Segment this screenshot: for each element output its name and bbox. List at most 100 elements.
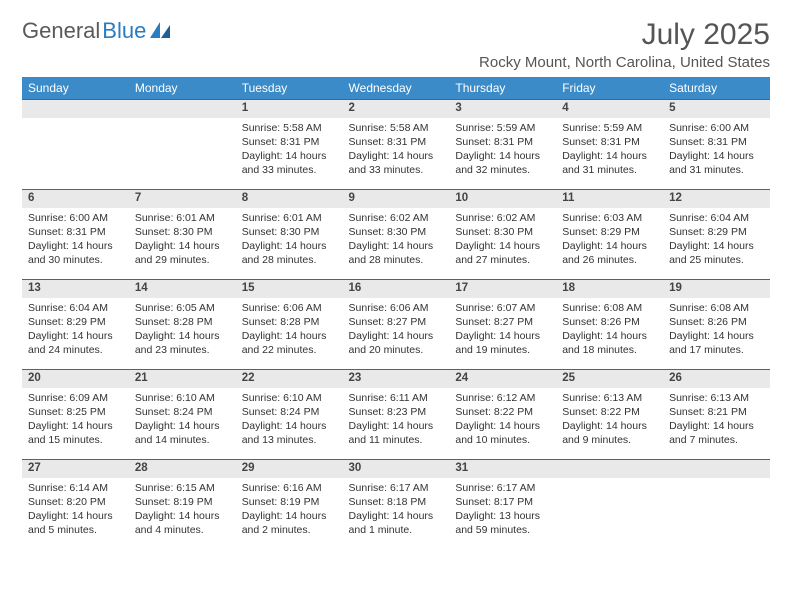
day-content-cell [129,118,236,190]
sunset-text: Sunset: 8:29 PM [28,315,123,329]
sunrise-text: Sunrise: 5:58 AM [242,121,337,135]
daylight-text-2: and 28 minutes. [349,253,444,267]
weekday-header: Sunday [22,77,129,100]
daylight-text-1: Daylight: 14 hours [669,329,764,343]
sunrise-text: Sunrise: 6:15 AM [135,481,230,495]
day-content-cell: Sunrise: 6:00 AMSunset: 8:31 PMDaylight:… [22,208,129,280]
daylight-text-2: and 10 minutes. [455,433,550,447]
daylight-text-1: Daylight: 14 hours [135,419,230,433]
sunrise-text: Sunrise: 6:07 AM [455,301,550,315]
day-content-cell [663,478,770,550]
daylight-text-1: Daylight: 14 hours [349,419,444,433]
sunrise-text: Sunrise: 6:10 AM [135,391,230,405]
daylight-text-2: and 29 minutes. [135,253,230,267]
calendar-body: 12345Sunrise: 5:58 AMSunset: 8:31 PMDayl… [22,100,770,550]
day-content-cell: Sunrise: 6:17 AMSunset: 8:18 PMDaylight:… [343,478,450,550]
day-number-cell: 12 [663,190,770,208]
logo-sail-icon [150,22,172,40]
sunset-text: Sunset: 8:29 PM [562,225,657,239]
sunset-text: Sunset: 8:30 PM [455,225,550,239]
daylight-text-1: Daylight: 14 hours [669,419,764,433]
sunrise-text: Sunrise: 6:14 AM [28,481,123,495]
sunrise-text: Sunrise: 5:59 AM [562,121,657,135]
daylight-text-2: and 19 minutes. [455,343,550,357]
sunrise-text: Sunrise: 6:00 AM [669,121,764,135]
daylight-text-1: Daylight: 14 hours [669,239,764,253]
day-content-cell: Sunrise: 6:13 AMSunset: 8:22 PMDaylight:… [556,388,663,460]
daylight-text-2: and 15 minutes. [28,433,123,447]
day-number-cell: 9 [343,190,450,208]
daylight-text-1: Daylight: 14 hours [562,239,657,253]
daylight-text-2: and 2 minutes. [242,523,337,537]
sunrise-text: Sunrise: 6:04 AM [28,301,123,315]
day-content-cell: Sunrise: 6:06 AMSunset: 8:27 PMDaylight:… [343,298,450,370]
day-number-cell: 17 [449,280,556,298]
day-content-cell: Sunrise: 6:02 AMSunset: 8:30 PMDaylight:… [449,208,556,280]
weekday-header: Thursday [449,77,556,100]
daylight-text-1: Daylight: 14 hours [28,419,123,433]
day-content-cell: Sunrise: 6:15 AMSunset: 8:19 PMDaylight:… [129,478,236,550]
sunset-text: Sunset: 8:31 PM [349,135,444,149]
day-number-cell: 7 [129,190,236,208]
sunrise-text: Sunrise: 6:06 AM [349,301,444,315]
day-content-cell: Sunrise: 6:05 AMSunset: 8:28 PMDaylight:… [129,298,236,370]
daylight-text-2: and 59 minutes. [455,523,550,537]
sunset-text: Sunset: 8:31 PM [455,135,550,149]
sunrise-text: Sunrise: 6:13 AM [669,391,764,405]
day-number-cell: 14 [129,280,236,298]
header: GeneralBlue July 2025 Rocky Mount, North… [22,18,770,71]
sunrise-text: Sunrise: 5:59 AM [455,121,550,135]
day-content-cell: Sunrise: 6:02 AMSunset: 8:30 PMDaylight:… [343,208,450,280]
brand-part1: General [22,18,100,44]
daylight-text-1: Daylight: 14 hours [242,239,337,253]
sunrise-text: Sunrise: 6:01 AM [135,211,230,225]
sunset-text: Sunset: 8:21 PM [669,405,764,419]
day-number-cell: 4 [556,100,663,118]
daylight-text-2: and 9 minutes. [562,433,657,447]
sunset-text: Sunset: 8:20 PM [28,495,123,509]
daylight-text-1: Daylight: 14 hours [562,419,657,433]
sunrise-text: Sunrise: 6:08 AM [562,301,657,315]
daylight-text-1: Daylight: 14 hours [455,419,550,433]
sunset-text: Sunset: 8:31 PM [669,135,764,149]
day-number-cell: 29 [236,460,343,478]
daylight-text-1: Daylight: 14 hours [455,239,550,253]
daylight-text-2: and 31 minutes. [562,163,657,177]
weekday-header: Monday [129,77,236,100]
sunrise-text: Sunrise: 6:06 AM [242,301,337,315]
sunrise-text: Sunrise: 6:08 AM [669,301,764,315]
day-content-row: Sunrise: 6:00 AMSunset: 8:31 PMDaylight:… [22,208,770,280]
day-number-cell: 5 [663,100,770,118]
day-number-row: 2728293031 [22,460,770,478]
sunset-text: Sunset: 8:27 PM [455,315,550,329]
daylight-text-2: and 26 minutes. [562,253,657,267]
sunset-text: Sunset: 8:26 PM [562,315,657,329]
day-content-cell [556,478,663,550]
daylight-text-2: and 7 minutes. [669,433,764,447]
daylight-text-1: Daylight: 14 hours [669,149,764,163]
daylight-text-2: and 31 minutes. [669,163,764,177]
sunset-text: Sunset: 8:30 PM [349,225,444,239]
day-number-cell: 27 [22,460,129,478]
day-number-cell: 22 [236,370,343,388]
daylight-text-1: Daylight: 14 hours [242,149,337,163]
daylight-text-1: Daylight: 14 hours [242,329,337,343]
sunset-text: Sunset: 8:26 PM [669,315,764,329]
daylight-text-2: and 20 minutes. [349,343,444,357]
sunrise-text: Sunrise: 6:03 AM [562,211,657,225]
day-number-cell: 11 [556,190,663,208]
day-number-cell: 30 [343,460,450,478]
weekday-header: Tuesday [236,77,343,100]
day-number-cell: 15 [236,280,343,298]
day-number-cell: 8 [236,190,343,208]
day-content-row: Sunrise: 5:58 AMSunset: 8:31 PMDaylight:… [22,118,770,190]
day-number-row: 6789101112 [22,190,770,208]
day-content-row: Sunrise: 6:09 AMSunset: 8:25 PMDaylight:… [22,388,770,460]
sunset-text: Sunset: 8:25 PM [28,405,123,419]
sunrise-text: Sunrise: 6:16 AM [242,481,337,495]
daylight-text-2: and 22 minutes. [242,343,337,357]
sunrise-text: Sunrise: 6:12 AM [455,391,550,405]
day-content-cell: Sunrise: 6:14 AMSunset: 8:20 PMDaylight:… [22,478,129,550]
brand-part2: Blue [102,18,146,44]
day-content-cell: Sunrise: 6:06 AMSunset: 8:28 PMDaylight:… [236,298,343,370]
